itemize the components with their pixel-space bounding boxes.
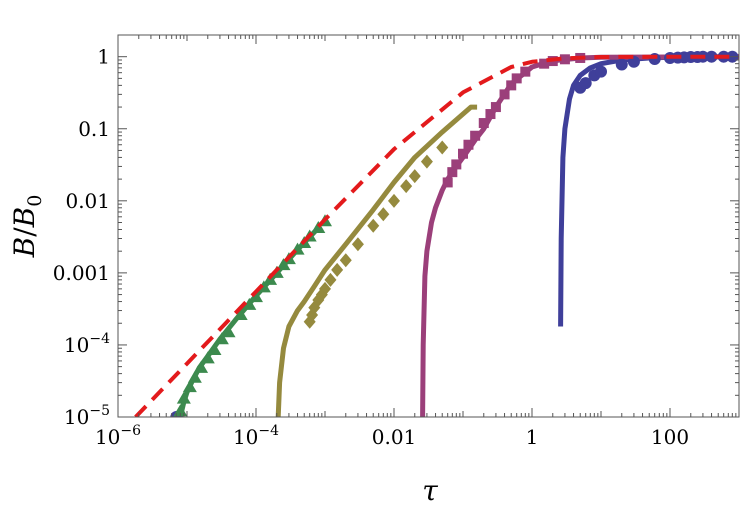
series-4-marker: [249, 290, 263, 303]
series-2-marker: [559, 54, 570, 65]
series-2-marker: [458, 148, 468, 159]
y-axis-label-slash: /: [8, 227, 41, 237]
series-2-marker: [539, 58, 550, 69]
plot-area: [134, 50, 739, 417]
series-3-marker: [408, 169, 421, 184]
series-4-marker: [207, 343, 222, 356]
y-axis-label-b: B: [8, 237, 41, 259]
y-tick-label: 0.1: [78, 117, 110, 141]
series-lines: [177, 54, 739, 417]
series-3-marker: [420, 154, 433, 169]
series-curve-4: [177, 226, 321, 417]
x-tick-label: 1: [526, 425, 539, 449]
series-2-marker: [499, 89, 510, 100]
series-4-marker: [182, 380, 197, 393]
series-2-marker: [463, 139, 474, 150]
series-2-marker: [490, 102, 501, 113]
series-2-marker: [520, 66, 531, 77]
y-tick-label: 1: [97, 45, 110, 69]
series-2-marker: [506, 80, 517, 91]
series-2-marker: [451, 159, 462, 170]
y-tick-label: 10−4: [64, 331, 110, 357]
y-tick-label: 0.01: [65, 189, 110, 213]
series-4-marker: [194, 360, 209, 373]
series-2-marker: [478, 118, 489, 129]
series-1-marker: [615, 58, 628, 71]
series-markers: [170, 50, 739, 417]
series-curve-1: [558, 54, 739, 327]
y-tick-label: 0.001: [53, 261, 110, 285]
x-tick-label: 10−4: [233, 423, 279, 449]
series-4-marker: [242, 297, 257, 310]
series-curve-3: [275, 104, 478, 417]
series-1-marker: [579, 77, 592, 90]
series-1-marker: [648, 52, 661, 65]
y-axis-label-sub: 0: [24, 195, 46, 207]
y-axis-ticks: 1 0.1 0.01 0.001 10−4 10−5: [53, 34, 739, 429]
series-3-marker: [367, 218, 380, 233]
x-axis-label: τ: [422, 474, 438, 507]
plot-frame: [117, 34, 740, 418]
series-3-marker: [400, 179, 413, 194]
series-2-marker: [470, 130, 481, 141]
series-3-marker: [388, 193, 400, 208]
y-axis-label: B/B0: [8, 195, 46, 259]
series-4-marker: [233, 308, 248, 321]
series-2-marker: [442, 177, 453, 188]
series-4-marker: [187, 370, 202, 383]
series-1-marker: [705, 50, 718, 63]
x-tick-label: 10−6: [95, 423, 141, 449]
series-3-marker: [436, 140, 449, 155]
series-4-marker: [176, 391, 191, 404]
series-3-marker: [319, 281, 331, 296]
series-3-marker: [331, 262, 344, 277]
series-4-marker: [311, 220, 326, 233]
series-1-marker: [595, 65, 607, 78]
y-tick-label: 10−5: [64, 403, 110, 429]
series-2-marker: [447, 167, 458, 178]
series-3-marker: [351, 237, 364, 252]
x-tick-label: 100: [651, 425, 689, 449]
series-2-marker: [511, 73, 522, 84]
series-2-marker: [485, 109, 496, 120]
x-axis-ticks: 10−6 10−4 0.01 1 100: [95, 35, 737, 449]
fit-line: [134, 54, 739, 417]
series-3-marker: [339, 253, 352, 268]
series-3-marker: [377, 207, 390, 222]
y-axis-label-b0: B: [8, 207, 41, 229]
series-4-marker: [200, 351, 215, 364]
series-4-marker: [221, 325, 236, 338]
x-tick-label: 0.01: [372, 425, 417, 449]
series-3-marker: [324, 272, 337, 287]
series-4-marker: [214, 332, 229, 345]
fit-curve-dashed: [134, 54, 739, 417]
